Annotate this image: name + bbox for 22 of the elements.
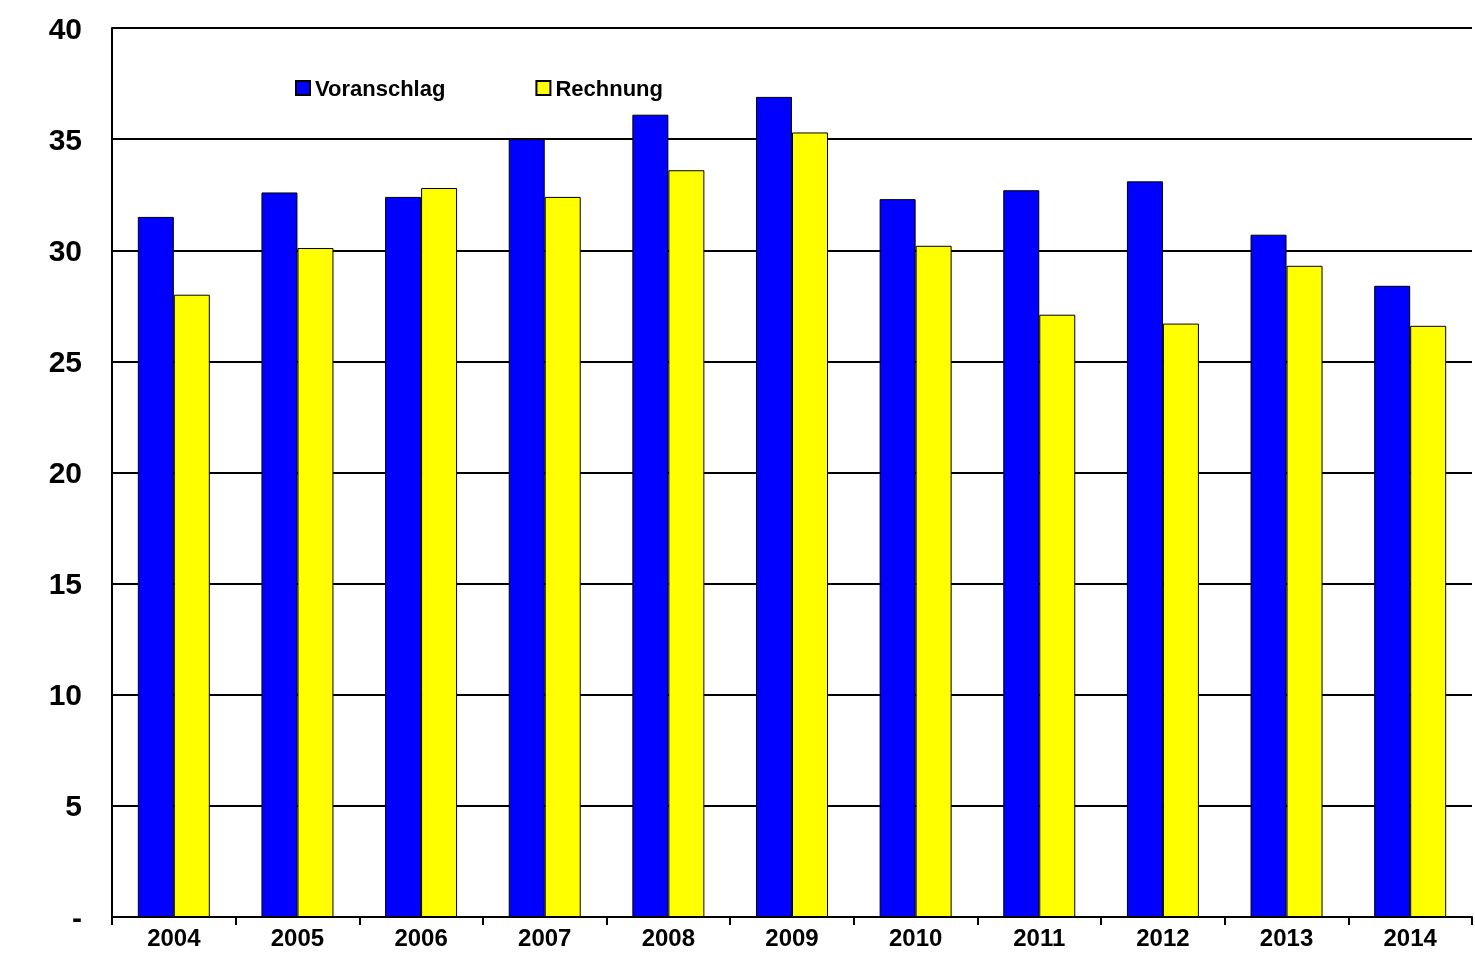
y-tick-label: 10 [48,678,82,712]
y-tick-label: 15 [48,567,82,601]
x-tick-label: 2011 [1013,923,1066,951]
y-tick-label: 25 [48,344,82,378]
x-tick-label: 2005 [270,923,325,951]
x-tick-label: 2014 [1383,923,1438,951]
y-tick-label: 5 [65,789,82,823]
legend-label: Rechnung [555,75,663,101]
y-tick-label: 40 [48,11,82,45]
x-tick-label: 2009 [765,923,819,951]
x-tick-label: 2008 [641,923,696,951]
y-tick-label: 30 [48,233,82,267]
x-tick-label: 2010 [888,923,943,951]
x-tick-label: 2012 [1136,923,1190,951]
legend-label: Voranschlag [315,75,446,101]
x-tick-label: 2006 [394,923,448,951]
y-tick-label: 20 [48,456,82,489]
x-tick-label: 2013 [1259,923,1314,951]
y-tick-label: 35 [48,122,82,156]
y-tick-label: - [72,900,82,934]
x-tick-label: 2004 [147,923,202,951]
x-tick-label: 2007 [518,923,572,951]
